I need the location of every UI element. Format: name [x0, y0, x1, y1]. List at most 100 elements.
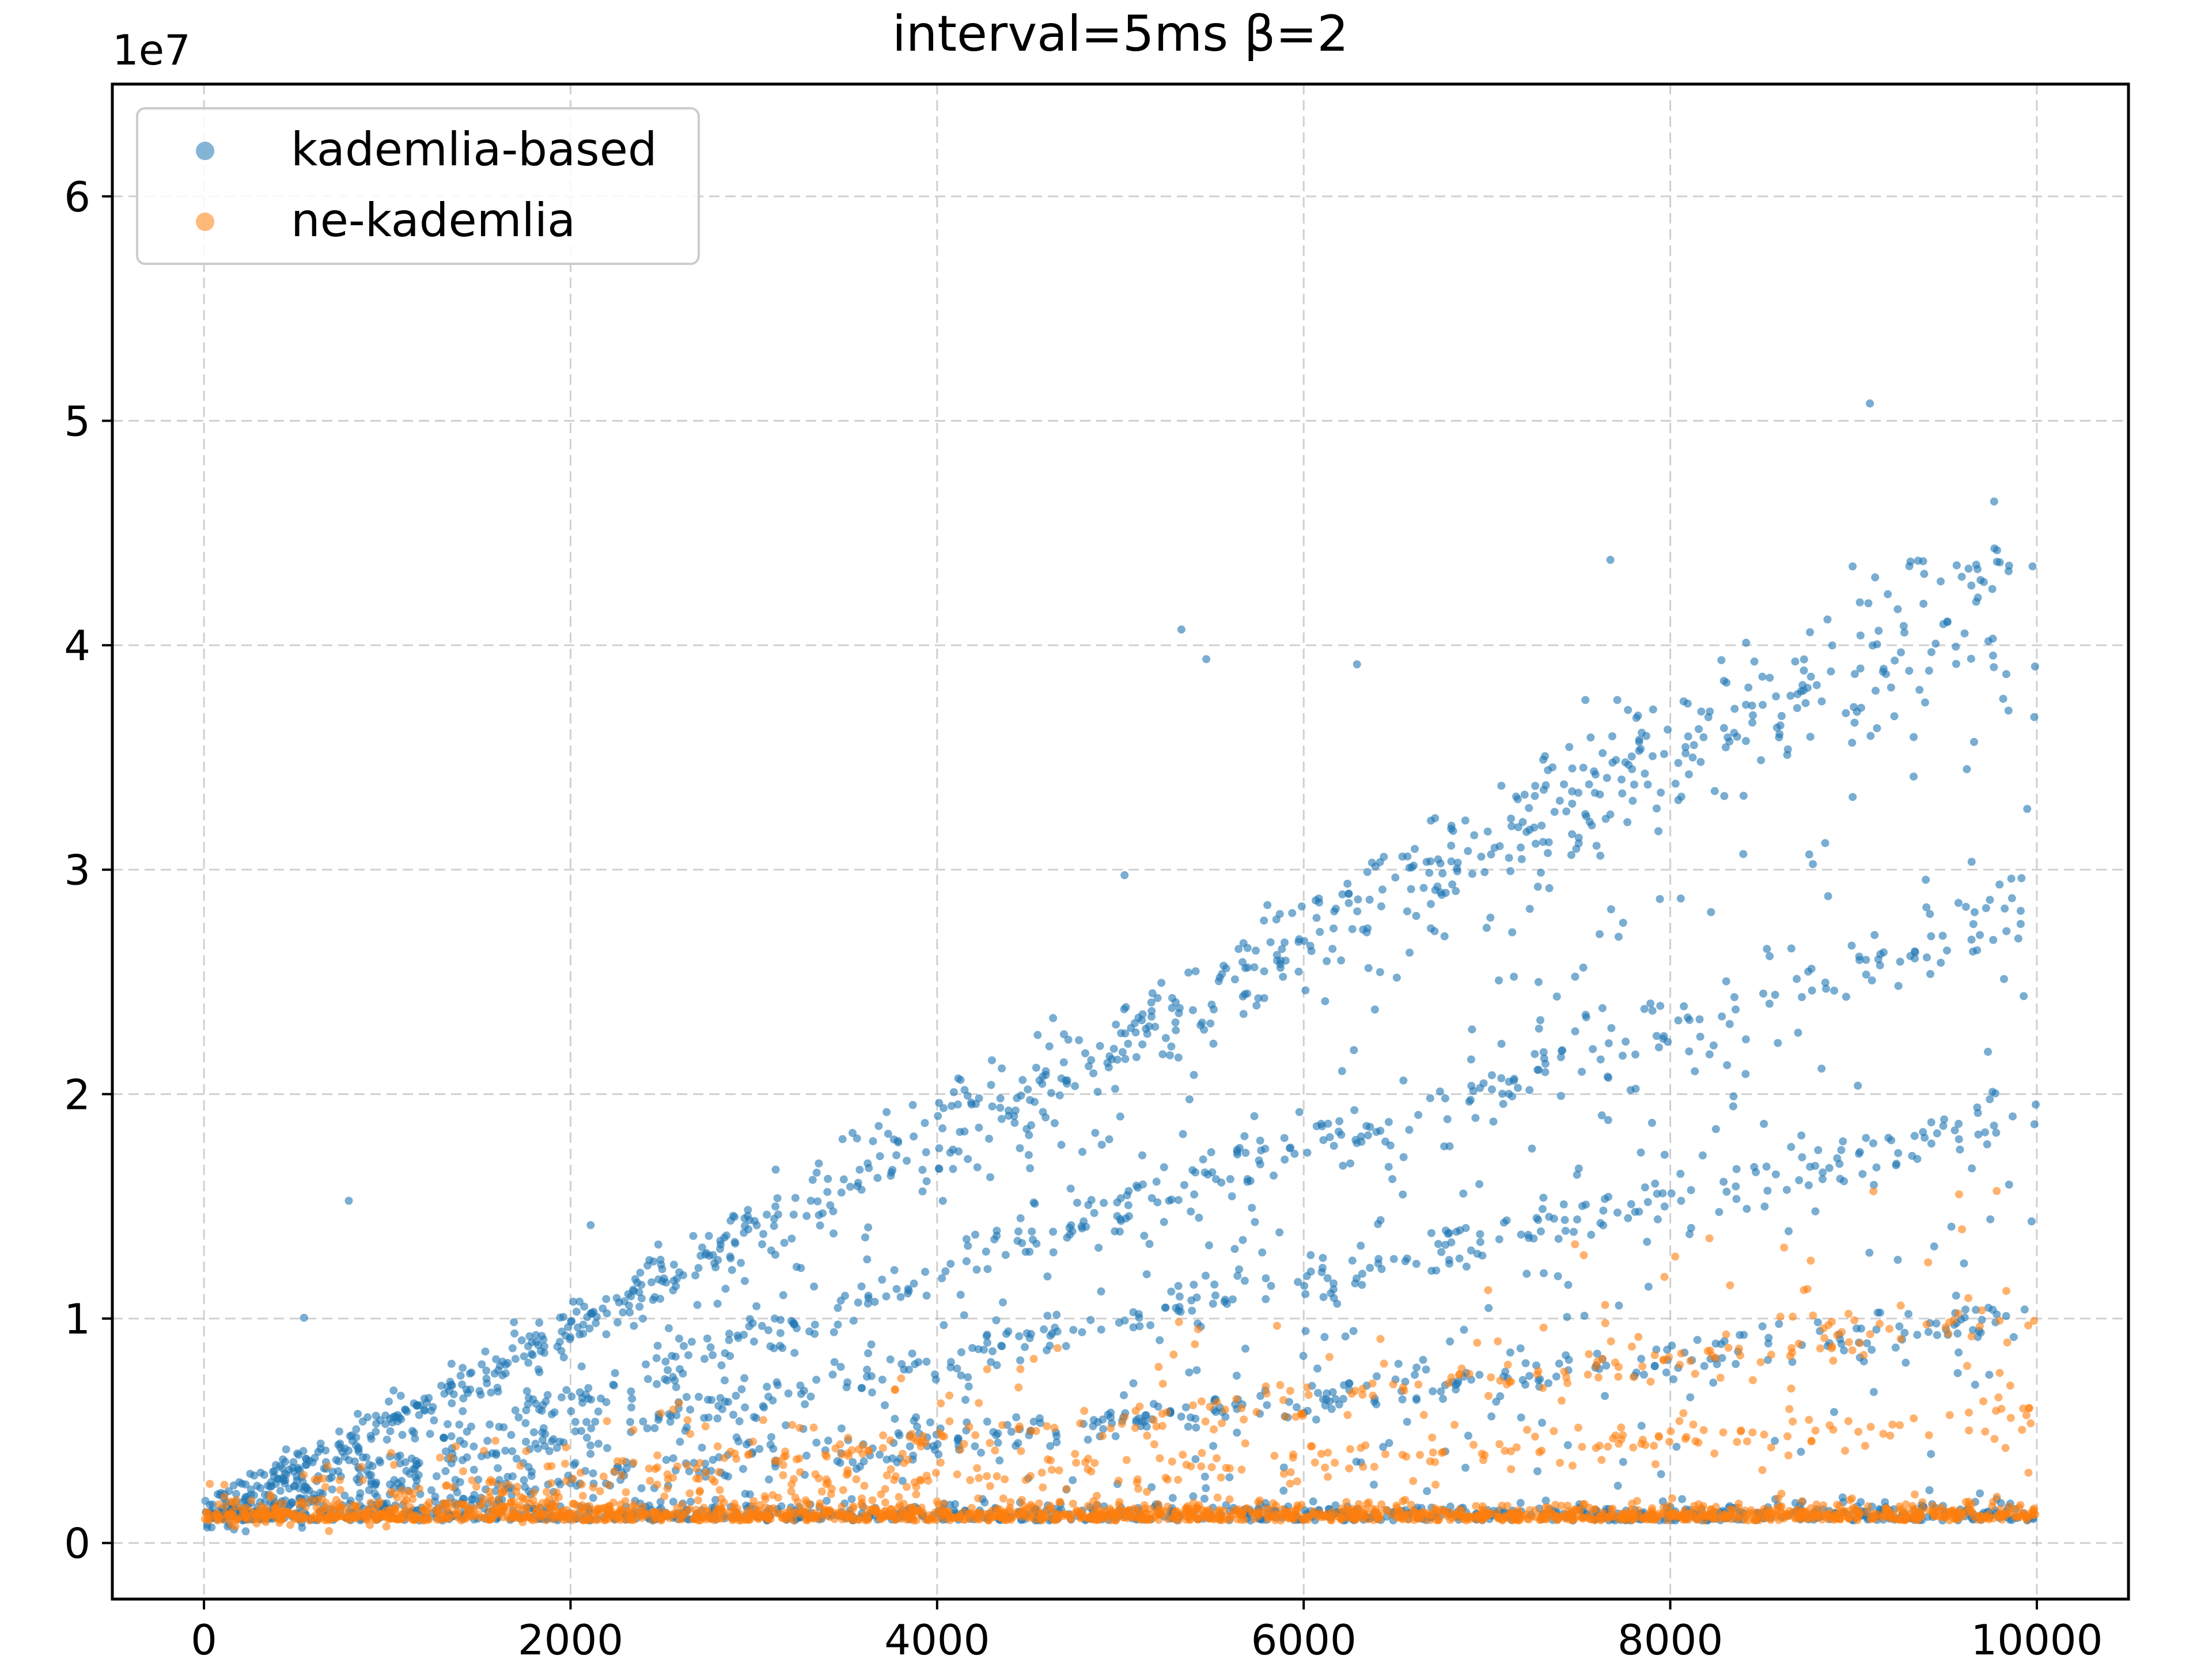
data-point — [1824, 892, 1832, 900]
data-point — [569, 1475, 577, 1483]
data-point — [1862, 956, 1870, 964]
data-point — [538, 1499, 547, 1508]
data-point — [1870, 1181, 1878, 1189]
data-point — [391, 1412, 400, 1421]
data-point — [752, 1302, 761, 1310]
data-point — [792, 1263, 801, 1271]
data-point — [1473, 1339, 1482, 1347]
data-point — [1541, 1059, 1550, 1068]
data-point — [1518, 818, 1527, 827]
data-point — [1562, 1351, 1570, 1359]
data-point — [1536, 1227, 1545, 1236]
data-point — [964, 1382, 973, 1391]
data-point — [455, 1421, 464, 1429]
data-point — [1069, 1476, 1077, 1484]
data-point — [1219, 961, 1228, 970]
data-point — [1499, 1218, 1508, 1227]
data-point — [1124, 1040, 1132, 1048]
data-point — [713, 1442, 722, 1450]
data-point — [335, 1427, 343, 1436]
data-point — [1281, 1412, 1290, 1421]
data-point — [1258, 1248, 1267, 1257]
data-point — [732, 1433, 741, 1442]
data-point — [1567, 851, 1575, 859]
data-point — [810, 1320, 819, 1329]
data-point — [1896, 1301, 1905, 1310]
data-point — [1942, 946, 1951, 955]
data-point — [508, 1344, 517, 1353]
data-point — [1167, 1042, 1176, 1051]
data-point — [882, 1292, 891, 1301]
data-point — [1286, 1468, 1295, 1476]
data-point — [1174, 1053, 1183, 1062]
data-point — [571, 1418, 579, 1426]
data-point — [1608, 758, 1617, 767]
data-point — [1699, 1426, 1708, 1434]
data-point — [741, 1403, 749, 1412]
data-point — [1956, 1145, 1964, 1154]
data-point — [1225, 1473, 1234, 1482]
data-point — [1585, 780, 1593, 789]
data-point — [1893, 605, 1902, 613]
data-point — [1791, 657, 1800, 666]
data-point — [700, 1414, 709, 1422]
data-point — [1398, 1395, 1407, 1404]
data-point — [1919, 557, 1927, 566]
data-point — [1840, 1346, 1849, 1355]
data-point — [1447, 824, 1456, 833]
data-point — [276, 1487, 285, 1495]
data-point — [1507, 815, 1516, 823]
data-point — [1142, 1411, 1150, 1419]
data-point — [1973, 565, 1982, 573]
data-point — [1563, 1441, 1572, 1449]
data-point — [1272, 915, 1281, 924]
data-point — [1419, 884, 1428, 892]
data-point — [1315, 898, 1324, 907]
data-point — [1248, 1203, 1256, 1212]
data-point — [1319, 1264, 1327, 1272]
data-point — [503, 1472, 512, 1481]
data-point — [1468, 870, 1476, 878]
data-point — [1523, 1426, 1531, 1434]
data-point — [403, 1407, 411, 1416]
data-point — [893, 1458, 902, 1467]
data-point — [1857, 1498, 1865, 1506]
data-point — [1564, 1281, 1573, 1289]
data-point — [538, 1428, 547, 1437]
data-point — [1999, 695, 2008, 703]
data-point — [615, 1298, 623, 1306]
data-point — [1622, 1037, 1630, 1046]
data-point — [1960, 629, 1969, 638]
data-point — [1717, 656, 1726, 665]
data-point — [1489, 1118, 1498, 1126]
data-point — [881, 1401, 889, 1410]
data-point — [669, 1405, 677, 1414]
data-point — [1206, 1019, 1215, 1028]
data-point — [1775, 730, 1784, 738]
data-point — [1380, 1359, 1388, 1368]
data-point — [1384, 1162, 1393, 1171]
data-point — [704, 1395, 712, 1404]
data-point — [889, 1135, 898, 1144]
data-point — [696, 1487, 704, 1495]
data-point — [1116, 1112, 1124, 1121]
data-point — [1365, 895, 1374, 904]
data-point — [1735, 1344, 1743, 1353]
data-point — [1184, 1422, 1192, 1431]
data-point — [1385, 1439, 1393, 1447]
data-point — [1235, 1265, 1243, 1274]
data-point — [993, 1232, 1001, 1240]
data-point — [1177, 625, 1185, 634]
data-point — [1652, 804, 1661, 813]
data-point — [582, 1433, 591, 1442]
data-point — [1115, 1228, 1124, 1236]
data-point — [1758, 1466, 1767, 1474]
data-point — [1816, 1344, 1824, 1353]
data-point — [1721, 743, 1730, 752]
data-point — [650, 1424, 659, 1433]
data-point — [1874, 627, 1883, 635]
data-point — [586, 1221, 595, 1229]
data-point — [1879, 1430, 1888, 1438]
data-point — [1637, 1148, 1645, 1157]
data-point — [1539, 1384, 1547, 1392]
